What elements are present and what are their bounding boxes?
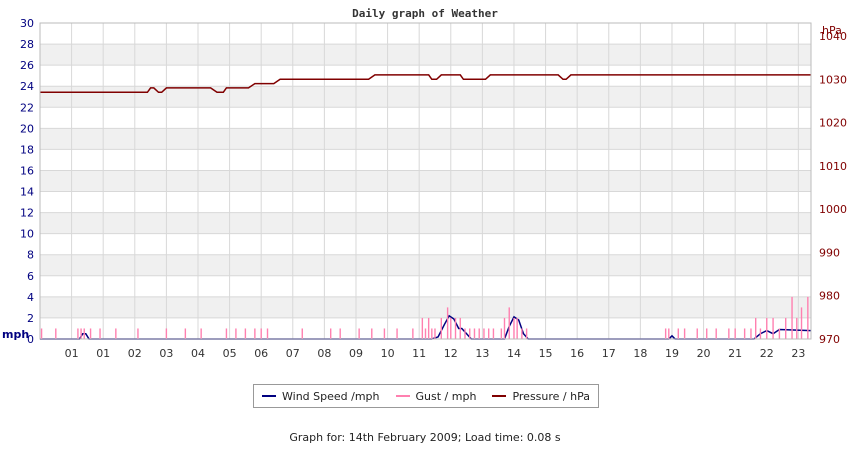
plot-axes: 0246810121416182022242628309709809901000… (20, 17, 847, 360)
left-tick-label: 0 (27, 333, 34, 346)
right-tick-label: 1000 (819, 203, 847, 216)
x-tick-label: 12 (444, 347, 458, 360)
legend-item-gust: Gust / mph (395, 389, 477, 403)
plot-frame (39, 22, 812, 340)
plot-bands (40, 44, 811, 318)
left-tick-label: 16 (20, 164, 34, 177)
left-tick-label: 14 (20, 186, 34, 199)
right-tick-label: 1010 (819, 160, 847, 173)
pressure-line (40, 74, 811, 94)
x-tick-label: 01 (96, 347, 110, 360)
right-axis-unit: hPa (822, 24, 842, 37)
x-tick-label: 13 (475, 347, 489, 360)
left-tick-label: 22 (20, 101, 34, 114)
band-10 (40, 212, 811, 234)
band-26 (40, 44, 811, 66)
x-tick-label: 21 (728, 347, 742, 360)
left-tick-label: 10 (20, 228, 34, 241)
band-18 (40, 128, 811, 150)
x-tick-label: 08 (317, 347, 331, 360)
left-tick-label: 18 (20, 143, 34, 156)
left-tick-label: 12 (20, 207, 34, 220)
legend-label-wind: Wind Speed /mph (282, 389, 380, 403)
right-tick-label: 990 (819, 246, 840, 259)
x-tick-label: 22 (760, 347, 774, 360)
left-tick-label: 4 (27, 291, 34, 304)
pressure-swatch-icon (492, 395, 507, 397)
x-tick-label: 16 (570, 347, 584, 360)
right-tick-label: 970 (819, 333, 840, 346)
left-tick-label: 30 (20, 17, 34, 30)
x-tick-label: 07 (286, 347, 300, 360)
band-6 (40, 254, 811, 276)
right-tick-label: 1030 (819, 73, 847, 86)
left-tick-label: 28 (20, 38, 34, 51)
x-tick-label: 15 (539, 347, 553, 360)
gust-swatch-icon (395, 395, 410, 397)
x-tick-label: 09 (349, 347, 363, 360)
x-tick-label: 23 (791, 347, 805, 360)
left-axis-unit: mph (2, 328, 29, 341)
band-2 (40, 296, 811, 318)
left-tick-label: 24 (20, 80, 34, 93)
x-tick-label: 10 (381, 347, 395, 360)
x-tick-label: 04 (191, 347, 205, 360)
legend-item-pressure: Pressure / hPa (492, 390, 590, 403)
x-tick-label: 14 (507, 347, 521, 360)
band-22 (40, 86, 811, 108)
footer-info: Graph for: 14th February 2009; Load time… (289, 431, 561, 444)
x-tick-label: 03 (159, 347, 173, 360)
right-tick-label: 1040 (819, 30, 847, 43)
x-tick-label: 20 (697, 347, 711, 360)
legend-label-gust: Gust / mph (415, 389, 477, 403)
left-tick-label: 8 (27, 249, 34, 262)
x-tick-label: 05 (223, 347, 237, 360)
x-tick-label: 19 (665, 347, 679, 360)
weather-chart: Daily graph of Weather 02468101214161820… (2, 7, 847, 360)
right-tick-label: 1020 (819, 117, 847, 130)
x-tick-label: 01 (65, 347, 79, 360)
left-tick-label: 20 (20, 122, 34, 135)
x-tick-label: 02 (128, 347, 142, 360)
band-14 (40, 170, 811, 192)
legend-label-pressure: Pressure / hPa (512, 389, 590, 403)
left-tick-label: 26 (20, 59, 34, 72)
chart-title: Daily graph of Weather (352, 7, 498, 20)
x-tick-label: 18 (633, 347, 647, 360)
right-tick-label: 980 (819, 290, 840, 303)
x-tick-label: 17 (602, 347, 616, 360)
x-tick-label: 11 (412, 347, 426, 360)
legend-item-wind: Wind Speed /mph (262, 390, 380, 403)
chart-legend: Wind Speed /mph Gust / mph Pressure / hP… (253, 384, 599, 408)
wind-swatch-icon (262, 395, 276, 397)
left-tick-label: 6 (27, 270, 34, 283)
left-tick-label: 2 (27, 312, 34, 325)
x-tick-label: 06 (254, 347, 268, 360)
